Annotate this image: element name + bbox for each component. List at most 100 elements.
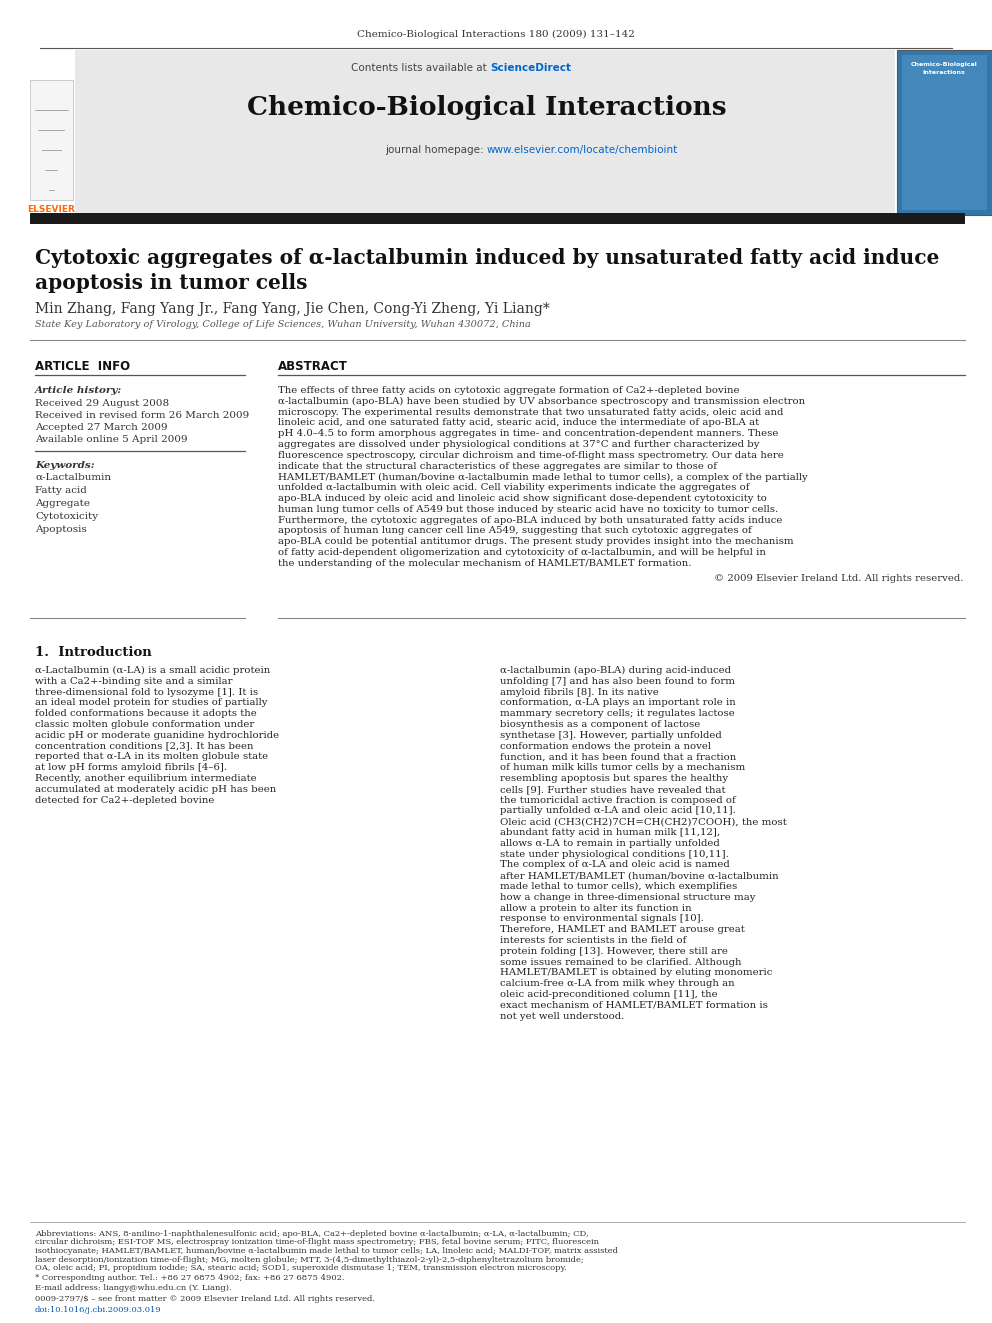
Text: accumulated at moderately acidic pH has been: accumulated at moderately acidic pH has … — [35, 785, 276, 794]
Text: State Key Laboratory of Virology, College of Life Sciences, Wuhan University, Wu: State Key Laboratory of Virology, Colleg… — [35, 320, 531, 329]
Text: folded conformations because it adopts the: folded conformations because it adopts t… — [35, 709, 257, 718]
Text: pH 4.0–4.5 to form amorphous aggregates in time- and concentration-dependent man: pH 4.0–4.5 to form amorphous aggregates … — [278, 429, 779, 438]
Text: calcium-free α-LA from milk whey through an: calcium-free α-LA from milk whey through… — [500, 979, 735, 988]
Text: Apoptosis: Apoptosis — [35, 525, 86, 534]
Text: interests for scientists in the field of: interests for scientists in the field of — [500, 935, 686, 945]
Text: function, and it has been found that a fraction: function, and it has been found that a f… — [500, 753, 736, 762]
Text: Chemico-Biological: Chemico-Biological — [911, 62, 977, 67]
Text: Abbreviations: ANS, 8-anilino-1-naphthalenesulfonic acid; apo-BLA, Ca2+-depleted: Abbreviations: ANS, 8-anilino-1-naphthal… — [35, 1230, 588, 1238]
Bar — [897, 50, 992, 216]
Text: the understanding of the molecular mechanism of HAMLET/BAMLET formation.: the understanding of the molecular mecha… — [278, 558, 691, 568]
Text: biosynthesis as a component of lactose: biosynthesis as a component of lactose — [500, 720, 700, 729]
Text: Cytotoxic aggregates of α-lactalbumin induced by unsaturated fatty acid induce
a: Cytotoxic aggregates of α-lactalbumin in… — [35, 247, 939, 292]
Text: * Corresponding author. Tel.: +86 27 6875 4902; fax: +86 27 6875 4902.: * Corresponding author. Tel.: +86 27 687… — [35, 1274, 344, 1282]
Text: Chemico-Biological Interactions: Chemico-Biological Interactions — [247, 95, 727, 120]
Text: exact mechanism of HAMLET/BAMLET formation is: exact mechanism of HAMLET/BAMLET formati… — [500, 1000, 768, 1009]
Text: © 2009 Elsevier Ireland Ltd. All rights reserved.: © 2009 Elsevier Ireland Ltd. All rights … — [713, 574, 963, 582]
Text: HAMLET/BAMLET is obtained by eluting monomeric: HAMLET/BAMLET is obtained by eluting mon… — [500, 968, 773, 978]
Text: Therefore, HAMLET and BAMLET arouse great: Therefore, HAMLET and BAMLET arouse grea… — [500, 925, 745, 934]
Text: Fatty acid: Fatty acid — [35, 486, 87, 495]
Text: concentration conditions [2,3]. It has been: concentration conditions [2,3]. It has b… — [35, 742, 254, 750]
Text: Furthermore, the cytotoxic aggregates of apo-BLA induced by both unsaturated fat: Furthermore, the cytotoxic aggregates of… — [278, 516, 783, 525]
Text: E-mail address: liangy@whu.edu.cn (Y. Liang).: E-mail address: liangy@whu.edu.cn (Y. Li… — [35, 1283, 231, 1291]
Text: the tumoricidal active fraction is composed of: the tumoricidal active fraction is compo… — [500, 795, 736, 804]
Text: doi:10.1016/j.cbi.2009.03.019: doi:10.1016/j.cbi.2009.03.019 — [35, 1306, 162, 1314]
Text: mammary secretory cells; it regulates lactose: mammary secretory cells; it regulates la… — [500, 709, 735, 718]
Text: made lethal to tumor cells), which exemplifies: made lethal to tumor cells), which exemp… — [500, 882, 737, 892]
Text: linoleic acid, and one saturated fatty acid, stearic acid, induce the intermedia: linoleic acid, and one saturated fatty a… — [278, 418, 759, 427]
Text: of human milk kills tumor cells by a mechanism: of human milk kills tumor cells by a mec… — [500, 763, 745, 773]
Text: α-lactalbumin (apo-BLA) have been studied by UV absorbance spectroscopy and tran: α-lactalbumin (apo-BLA) have been studie… — [278, 397, 806, 406]
Text: Aggregate: Aggregate — [35, 499, 90, 508]
Text: reported that α-LA in its molten globule state: reported that α-LA in its molten globule… — [35, 753, 268, 762]
Text: www.elsevier.com/locate/chembioint: www.elsevier.com/locate/chembioint — [487, 146, 679, 155]
Text: resembling apoptosis but spares the healthy: resembling apoptosis but spares the heal… — [500, 774, 728, 783]
Text: Accepted 27 March 2009: Accepted 27 March 2009 — [35, 423, 168, 433]
Text: Min Zhang, Fang Yang Jr., Fang Yang, Jie Chen, Cong-Yi Zheng, Yi Liang*: Min Zhang, Fang Yang Jr., Fang Yang, Jie… — [35, 302, 550, 316]
Text: indicate that the structural characteristics of these aggregates are similar to : indicate that the structural characteris… — [278, 462, 717, 471]
Text: Cytotoxicity: Cytotoxicity — [35, 512, 98, 521]
Text: ABSTRACT: ABSTRACT — [278, 360, 348, 373]
Text: OA, oleic acid; PI, propidium iodide; SA, stearic acid; SOD1, superoxide dismuta: OA, oleic acid; PI, propidium iodide; SA… — [35, 1263, 566, 1271]
Text: state under physiological conditions [10,11].: state under physiological conditions [10… — [500, 849, 729, 859]
Text: some issues remained to be clarified. Although: some issues remained to be clarified. Al… — [500, 958, 741, 967]
Text: three-dimensional fold to lysozyme [1]. It is: three-dimensional fold to lysozyme [1]. … — [35, 688, 258, 697]
Text: apoptosis of human lung cancer cell line A549, suggesting that such cytotoxic ag: apoptosis of human lung cancer cell line… — [278, 527, 752, 536]
Text: acidic pH or moderate guanidine hydrochloride: acidic pH or moderate guanidine hydrochl… — [35, 730, 279, 740]
Text: α-Lactalbumin: α-Lactalbumin — [35, 474, 111, 482]
Text: unfolded α-lactalbumin with oleic acid. Cell viability experiments indicate the : unfolded α-lactalbumin with oleic acid. … — [278, 483, 750, 492]
Text: Oleic acid (CH3(CH2)7CH=CH(CH2)7COOH), the most: Oleic acid (CH3(CH2)7CH=CH(CH2)7COOH), t… — [500, 818, 787, 826]
Text: partially unfolded α-LA and oleic acid [10,11].: partially unfolded α-LA and oleic acid [… — [500, 807, 736, 815]
Text: how a change in three-dimensional structure may: how a change in three-dimensional struct… — [500, 893, 756, 902]
Text: 1.  Introduction: 1. Introduction — [35, 646, 152, 659]
Text: The effects of three fatty acids on cytotoxic aggregate formation of Ca2+-deplet: The effects of three fatty acids on cyto… — [278, 386, 739, 396]
Bar — [30, 213, 965, 224]
Text: Available online 5 April 2009: Available online 5 April 2009 — [35, 435, 187, 445]
Text: microscopy. The experimental results demonstrate that two unsaturated fatty acid: microscopy. The experimental results dem… — [278, 407, 784, 417]
Text: fluorescence spectroscopy, circular dichroism and time-of-flight mass spectromet: fluorescence spectroscopy, circular dich… — [278, 451, 784, 460]
Text: circular dichroism; ESI-TOF MS, electrospray ionization time-of-flight mass spec: circular dichroism; ESI-TOF MS, electros… — [35, 1238, 599, 1246]
Text: protein folding [13]. However, there still are: protein folding [13]. However, there sti… — [500, 947, 728, 955]
Text: response to environmental signals [10].: response to environmental signals [10]. — [500, 914, 704, 923]
Text: The complex of α-LA and oleic acid is named: The complex of α-LA and oleic acid is na… — [500, 860, 730, 869]
Text: with a Ca2+-binding site and a similar: with a Ca2+-binding site and a similar — [35, 677, 232, 685]
Text: ScienceDirect: ScienceDirect — [490, 64, 571, 73]
Text: isothiocyanate; HAMLET/BAMLET, human/bovine α-lactalbumin made lethal to tumor c: isothiocyanate; HAMLET/BAMLET, human/bov… — [35, 1248, 618, 1256]
Bar — [75, 50, 895, 216]
Text: an ideal model protein for studies of partially: an ideal model protein for studies of pa… — [35, 699, 268, 708]
Text: Contents lists available at: Contents lists available at — [351, 64, 490, 73]
Text: amyloid fibrils [8]. In its native: amyloid fibrils [8]. In its native — [500, 688, 659, 697]
Text: Received 29 August 2008: Received 29 August 2008 — [35, 400, 169, 407]
Text: allow a protein to alter its function in: allow a protein to alter its function in — [500, 904, 691, 913]
Text: aggregates are dissolved under physiological conditions at 37°C and further char: aggregates are dissolved under physiolog… — [278, 441, 760, 448]
Text: of fatty acid-dependent oligomerization and cytotoxicity of α-lactalbumin, and w: of fatty acid-dependent oligomerization … — [278, 548, 766, 557]
Text: unfolding [7] and has also been found to form: unfolding [7] and has also been found to… — [500, 677, 735, 685]
Text: Keywords:: Keywords: — [35, 460, 94, 470]
Text: 0009-2797/$ – see front matter © 2009 Elsevier Ireland Ltd. All rights reserved.: 0009-2797/$ – see front matter © 2009 El… — [35, 1295, 375, 1303]
Text: human lung tumor cells of A549 but those induced by stearic acid have no toxicit: human lung tumor cells of A549 but those… — [278, 505, 779, 513]
Text: Interactions: Interactions — [923, 70, 965, 75]
Text: apo-BLA could be potential antitumor drugs. The present study provides insight i: apo-BLA could be potential antitumor dru… — [278, 537, 794, 546]
Text: allows α-LA to remain in partially unfolded: allows α-LA to remain in partially unfol… — [500, 839, 720, 848]
Text: Article history:: Article history: — [35, 386, 122, 396]
Text: HAMLET/BAMLET (human/bovine α-lactalbumin made lethal to tumor cells), a complex: HAMLET/BAMLET (human/bovine α-lactalbumi… — [278, 472, 807, 482]
Text: classic molten globule conformation under: classic molten globule conformation unde… — [35, 720, 254, 729]
Text: not yet well understood.: not yet well understood. — [500, 1012, 624, 1020]
Bar — [30, 79, 73, 200]
Text: α-lactalbumin (apo-BLA) during acid-induced: α-lactalbumin (apo-BLA) during acid-indu… — [500, 665, 731, 675]
Text: cells [9]. Further studies have revealed that: cells [9]. Further studies have revealed… — [500, 785, 725, 794]
Text: abundant fatty acid in human milk [11,12],: abundant fatty acid in human milk [11,12… — [500, 828, 720, 837]
Text: conformation, α-LA plays an important role in: conformation, α-LA plays an important ro… — [500, 699, 736, 708]
Text: journal homepage:: journal homepage: — [385, 146, 487, 155]
Bar — [902, 56, 987, 210]
Text: α-Lactalbumin (α-LA) is a small acidic protein: α-Lactalbumin (α-LA) is a small acidic p… — [35, 665, 270, 675]
Text: Chemico-Biological Interactions 180 (2009) 131–142: Chemico-Biological Interactions 180 (200… — [357, 30, 635, 40]
Text: synthetase [3]. However, partially unfolded: synthetase [3]. However, partially unfol… — [500, 730, 722, 740]
Text: laser desorption/ionization time-of-flight; MG, molten globule; MTT, 3-(4,5-dime: laser desorption/ionization time-of-flig… — [35, 1256, 583, 1263]
Text: ELSEVIER: ELSEVIER — [27, 205, 75, 214]
Text: conformation endows the protein a novel: conformation endows the protein a novel — [500, 742, 711, 750]
Text: at low pH forms amyloid fibrils [4–6].: at low pH forms amyloid fibrils [4–6]. — [35, 763, 227, 773]
Bar — [30, 50, 75, 216]
Text: detected for Ca2+-depleted bovine: detected for Ca2+-depleted bovine — [35, 795, 214, 804]
Text: after HAMLET/BAMLET (human/bovine α-lactalbumin: after HAMLET/BAMLET (human/bovine α-lact… — [500, 872, 779, 880]
